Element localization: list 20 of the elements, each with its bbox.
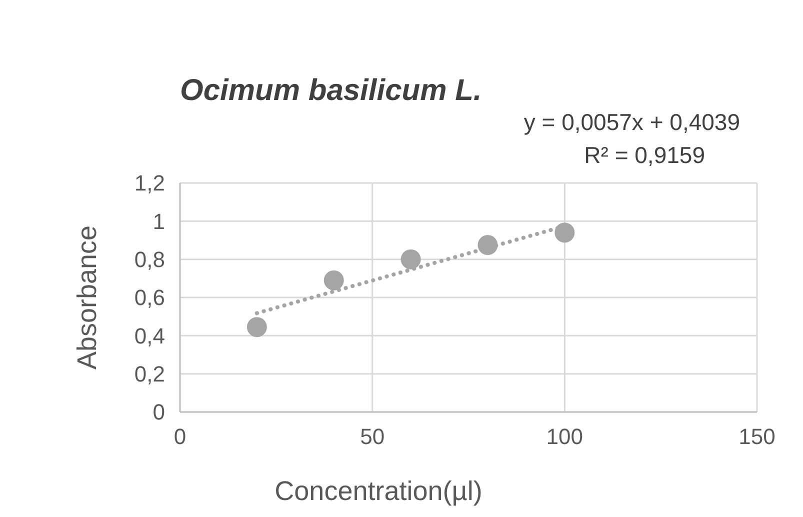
text: R² = 0,9159 bbox=[584, 142, 705, 168]
point bbox=[400, 249, 421, 270]
x-tick-label: 0 bbox=[174, 424, 186, 449]
y-tick-label: 0 bbox=[152, 400, 165, 425]
chart-title: Ocimum basilicum L. bbox=[180, 74, 482, 107]
x-tick-label: 150 bbox=[738, 424, 776, 449]
x-tick-label: 50 bbox=[360, 424, 385, 449]
point bbox=[554, 222, 575, 243]
y-tick-label: 1,2 bbox=[134, 170, 165, 196]
y-tick-label: 0,8 bbox=[134, 247, 165, 272]
text: y = 0,0057x + 0,4039 bbox=[524, 109, 740, 135]
point bbox=[246, 317, 267, 338]
y-tick-label: 0,6 bbox=[134, 285, 165, 310]
y-axis-title: Absorbance bbox=[72, 225, 102, 370]
y-tick-label: 0,2 bbox=[134, 362, 165, 387]
y-tick-label: 0,4 bbox=[134, 323, 165, 348]
y-tick-label: 1 bbox=[152, 208, 165, 234]
x-tick-label: 100 bbox=[546, 424, 584, 449]
x-axis-title: Concentration(µl) bbox=[274, 476, 482, 506]
point bbox=[324, 270, 344, 290]
